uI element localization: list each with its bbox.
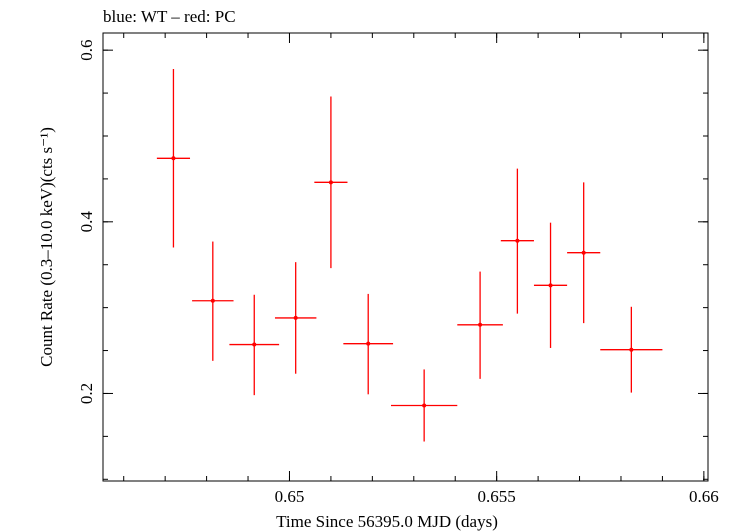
tick-labels: 0.65 0.655 0.66 0.2 0.4 0.6 [77,40,719,506]
point-marker [210,298,215,303]
point-marker [515,238,520,243]
data-point [314,96,348,269]
x-tick-label: 0.66 [689,487,719,506]
data-point [274,262,317,374]
data-point [192,241,234,361]
data-point [600,306,663,393]
point-marker [366,341,371,346]
x-axis-label: Time Since 56395.0 MJD (days) [276,512,498,531]
x-tick-label: 0.65 [275,487,305,506]
y-tick-label: 0.2 [77,383,96,404]
data-point [567,182,601,324]
data-point [533,222,568,348]
point-marker [548,283,553,288]
point-marker [629,347,634,352]
point-marker [293,315,298,320]
axis-ticks [103,33,708,481]
y-axis-label: Count Rate (0.3–10.0 keV)(cts s⁻¹) [37,127,56,367]
data-point [457,271,503,379]
point-marker [478,322,483,327]
chart-title: blue: WT – red: PC [103,7,236,26]
data-point [156,69,191,248]
data-points [156,69,663,442]
point-marker [422,403,427,408]
data-point [500,168,534,314]
data-point [390,369,458,442]
y-tick-label: 0.4 [77,211,96,233]
point-marker [328,180,333,185]
point-marker [171,156,176,161]
point-marker [252,342,257,347]
y-tick-label: 0.6 [77,40,96,61]
data-point [343,293,394,395]
plot-frame [102,32,709,482]
x-tick-label: 0.655 [478,487,516,506]
data-point [229,294,280,396]
point-marker [581,250,586,255]
